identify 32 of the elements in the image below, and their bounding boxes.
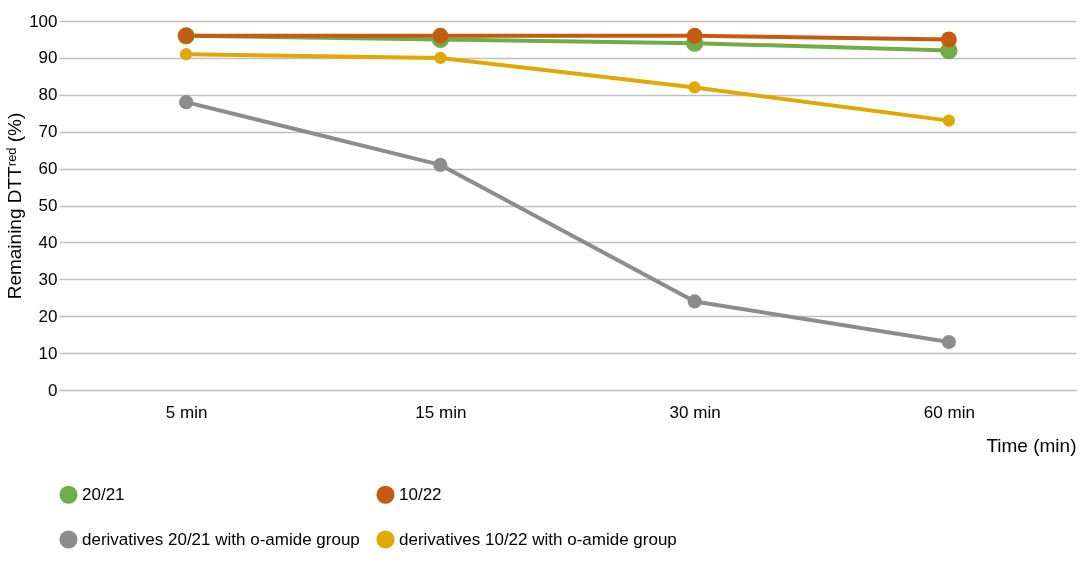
point	[941, 334, 956, 350]
x-tick-label: 60 min	[923, 402, 975, 422]
point	[686, 27, 703, 44]
point	[179, 95, 194, 110]
x-axis-title: Time (min)	[986, 434, 1077, 456]
y-tick-label: 20	[38, 306, 58, 326]
y-tick-label: 100	[29, 11, 58, 31]
y-tick-label: 60	[38, 159, 58, 179]
x-tick-label: 15 min	[415, 402, 467, 422]
point	[687, 294, 702, 309]
legend-label: 20/21	[82, 484, 125, 504]
y-tick-label: 0	[48, 380, 58, 400]
y-tick-label: 70	[38, 122, 58, 142]
point	[432, 27, 449, 44]
point	[688, 81, 701, 94]
legend-label: derivatives 10/22 with o-amide group	[399, 529, 677, 549]
legend-label: derivatives 20/21 with o-amide group	[82, 529, 360, 549]
y-axis-title: Remaining DTTʳᵉᵈ (%)	[4, 112, 26, 300]
x-tick-label: 5 min	[165, 402, 208, 422]
y-tick-label: 10	[38, 343, 58, 363]
point	[942, 114, 955, 127]
y-tick-label: 80	[38, 85, 58, 105]
point	[180, 48, 193, 61]
y-tick-label: 40	[38, 232, 58, 252]
y-tick-label: 50	[38, 196, 58, 215]
legend-label: 10/22	[399, 484, 442, 504]
x-tick-label: 30 min	[669, 402, 721, 422]
y-tick-label: 90	[38, 48, 58, 68]
point	[940, 31, 957, 48]
point	[433, 157, 448, 172]
point	[434, 51, 447, 65]
y-tick-label: 30	[38, 269, 58, 289]
